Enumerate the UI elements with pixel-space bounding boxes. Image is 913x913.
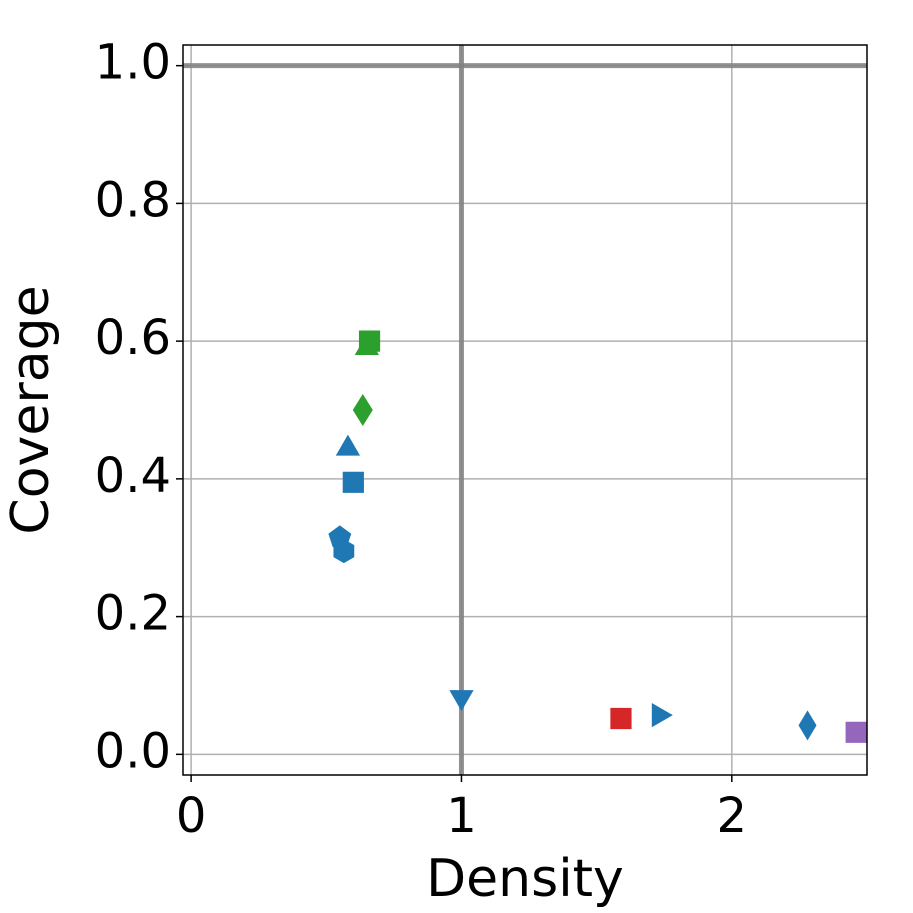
x-tick-label: 0 bbox=[176, 788, 207, 844]
y-axis-label: Coverage bbox=[1, 285, 61, 534]
point bbox=[651, 702, 673, 728]
plot-frame bbox=[182, 44, 868, 776]
y-tick-label: 1.0 bbox=[95, 35, 171, 91]
point bbox=[335, 434, 361, 456]
x-tick-label: 1 bbox=[446, 788, 477, 844]
x-axis-label: Density bbox=[426, 849, 624, 909]
y-tick-label: 0.0 bbox=[95, 723, 171, 779]
point bbox=[449, 690, 474, 712]
point bbox=[610, 707, 632, 730]
y-tick-label: 0.4 bbox=[95, 448, 171, 504]
point bbox=[333, 539, 355, 564]
point bbox=[798, 710, 817, 741]
y-tick-label: 0.8 bbox=[95, 172, 171, 228]
y-tick-label: 0.2 bbox=[95, 586, 171, 642]
x-tick-label: 2 bbox=[717, 788, 748, 844]
point bbox=[845, 721, 867, 743]
point bbox=[342, 471, 364, 493]
y-tick-label: 0.6 bbox=[95, 310, 171, 366]
point bbox=[354, 334, 379, 356]
point bbox=[352, 394, 373, 426]
